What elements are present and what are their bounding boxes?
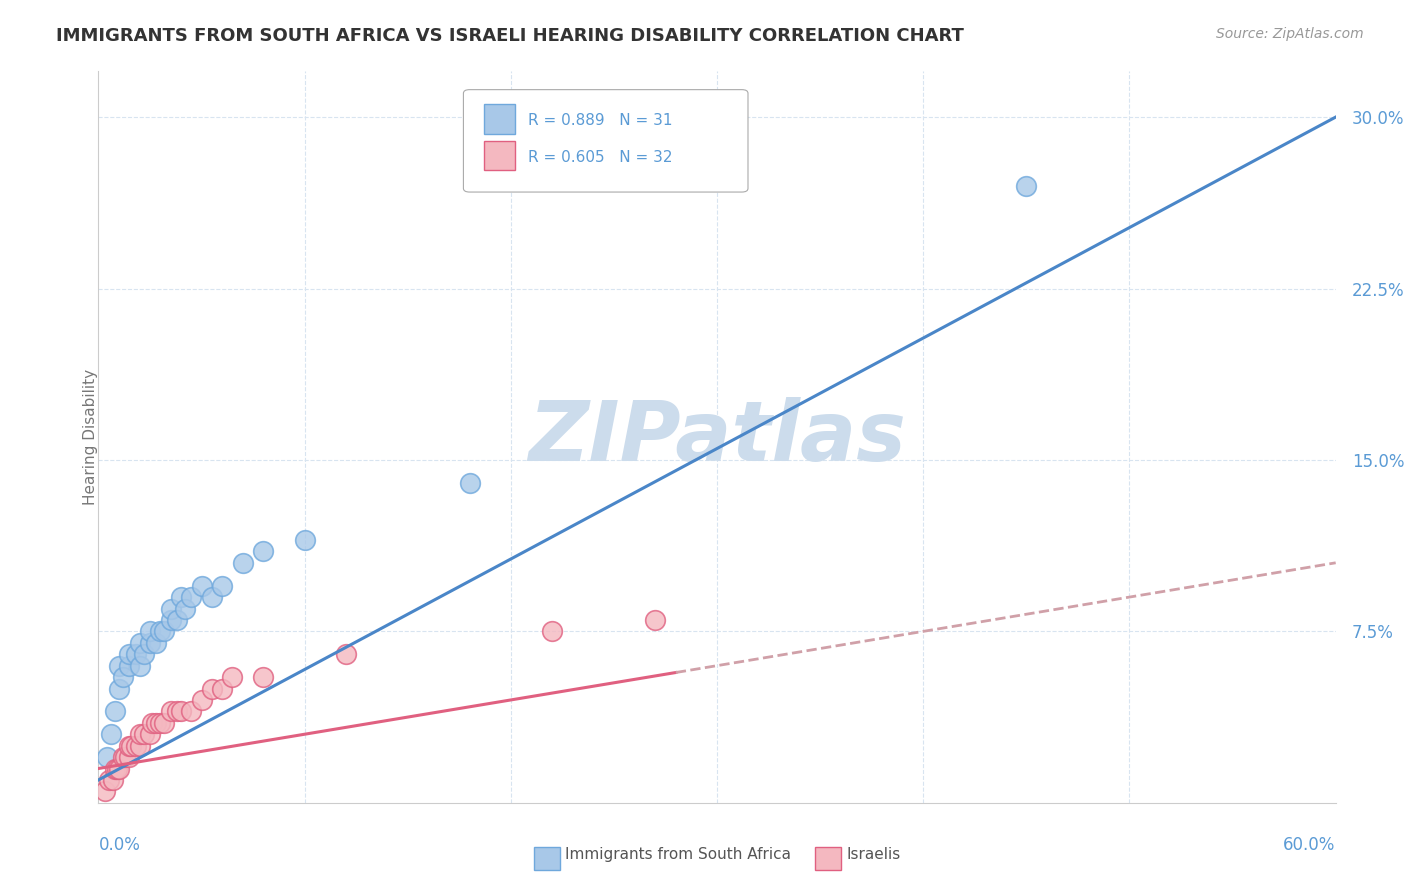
Point — [211, 579, 233, 593]
Point — [145, 715, 167, 730]
Point — [541, 624, 564, 639]
Point — [128, 727, 150, 741]
Point — [139, 624, 162, 639]
Point — [139, 636, 162, 650]
Point — [166, 705, 188, 719]
Point — [644, 613, 666, 627]
Point — [118, 647, 141, 661]
Point — [294, 533, 316, 547]
Point — [118, 739, 141, 753]
Point — [124, 647, 146, 661]
Point — [128, 636, 150, 650]
Point — [166, 613, 188, 627]
Point — [170, 705, 193, 719]
Point — [105, 762, 128, 776]
FancyBboxPatch shape — [464, 90, 748, 192]
Point — [1015, 178, 1038, 193]
Point — [232, 556, 254, 570]
Point — [149, 715, 172, 730]
Text: Immigrants from South Africa: Immigrants from South Africa — [565, 847, 792, 863]
Bar — [485, 104, 516, 134]
Point — [132, 647, 155, 661]
Point — [139, 727, 162, 741]
Text: 60.0%: 60.0% — [1284, 836, 1336, 854]
Point — [153, 715, 176, 730]
Point — [174, 601, 197, 615]
Point — [141, 715, 163, 730]
Point — [159, 601, 181, 615]
Point — [128, 658, 150, 673]
Point — [101, 772, 124, 787]
Point — [149, 624, 172, 639]
Point — [128, 739, 150, 753]
Point — [114, 750, 136, 764]
Point — [97, 772, 120, 787]
Point — [159, 613, 181, 627]
Point — [201, 590, 224, 604]
Point — [124, 739, 146, 753]
Point — [112, 670, 135, 684]
Point — [190, 579, 212, 593]
Point — [93, 784, 115, 798]
Point — [180, 705, 202, 719]
Bar — [485, 141, 516, 170]
Text: ZIPatlas: ZIPatlas — [529, 397, 905, 477]
Point — [180, 590, 202, 604]
Point — [335, 647, 357, 661]
Point — [112, 750, 135, 764]
Text: IMMIGRANTS FROM SOUTH AFRICA VS ISRAELI HEARING DISABILITY CORRELATION CHART: IMMIGRANTS FROM SOUTH AFRICA VS ISRAELI … — [56, 27, 965, 45]
Text: R = 0.605   N = 32: R = 0.605 N = 32 — [527, 150, 672, 165]
Point — [108, 681, 131, 696]
Point — [132, 727, 155, 741]
Point — [108, 658, 131, 673]
Point — [252, 670, 274, 684]
Point — [190, 693, 212, 707]
Point — [100, 727, 122, 741]
Point — [108, 762, 131, 776]
Point — [252, 544, 274, 558]
Point — [458, 475, 481, 490]
Point — [118, 658, 141, 673]
Y-axis label: Hearing Disability: Hearing Disability — [83, 369, 97, 505]
Point — [118, 750, 141, 764]
Point — [104, 705, 127, 719]
Text: Source: ZipAtlas.com: Source: ZipAtlas.com — [1216, 27, 1364, 41]
Point — [120, 739, 142, 753]
Text: Israelis: Israelis — [846, 847, 901, 863]
Point — [221, 670, 243, 684]
Text: R = 0.889   N = 31: R = 0.889 N = 31 — [527, 113, 672, 128]
Point — [104, 762, 127, 776]
Point — [159, 705, 181, 719]
Text: 0.0%: 0.0% — [98, 836, 141, 854]
Point — [145, 636, 167, 650]
Point — [96, 750, 118, 764]
Point — [153, 624, 176, 639]
Point — [201, 681, 224, 696]
Point — [170, 590, 193, 604]
Point — [211, 681, 233, 696]
